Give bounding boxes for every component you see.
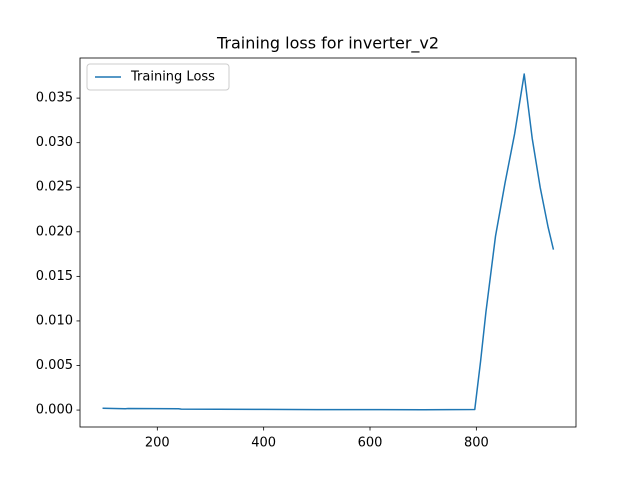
- x-tick-label: 200: [145, 436, 170, 451]
- legend-box: [86, 63, 230, 91]
- legend-label: Training Loss: [130, 70, 215, 85]
- y-tick-label: 0.000: [36, 403, 73, 418]
- y-tick-label: 0.005: [36, 358, 73, 373]
- y-tick-label: 0.015: [36, 269, 73, 284]
- y-tick-label: 0.020: [36, 224, 73, 239]
- x-tick-label: 800: [464, 436, 489, 451]
- y-tick-label: 0.035: [36, 91, 73, 106]
- x-tick-label: 400: [251, 436, 276, 451]
- line-series: [102, 73, 555, 411]
- y-tick-label: 0.010: [36, 313, 73, 328]
- y-tick-label: 0.025: [36, 180, 73, 195]
- x-tick-label: 600: [358, 436, 383, 451]
- plot-frame: [79, 57, 577, 428]
- chart-title: Training loss for inverter_v2: [216, 34, 439, 54]
- y-tick-label: 0.030: [36, 135, 73, 150]
